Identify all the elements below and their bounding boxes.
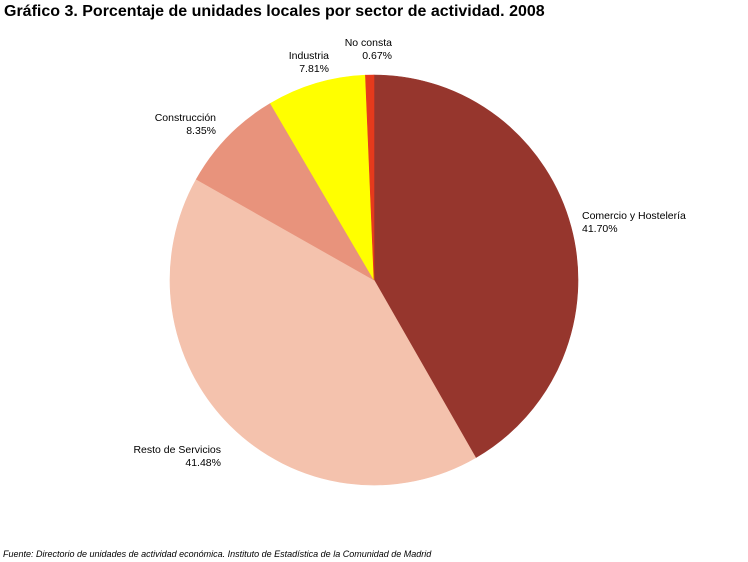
pie-slice-resto-de-servicios (169, 178, 477, 486)
chart-title: Gráfico 3. Porcentaje de unidades locale… (4, 3, 545, 20)
pie-slice-construccion (195, 102, 375, 281)
source-note: Fuente: Directorio de unidades de activi… (3, 549, 432, 559)
slice-value-label: 0.67% (362, 50, 392, 62)
slice-value-label: 41.48% (185, 457, 221, 469)
slice-label-comercio-y-hosteleria: Comercio y Hostelería 41.70% (582, 210, 686, 235)
pie-slice-industria (269, 74, 375, 281)
slice-label-industria: Industria 7.81% (289, 50, 329, 75)
slice-value-label: 7.81% (299, 63, 329, 75)
slice-value-label: 8.35% (186, 125, 216, 137)
pie-labels: Comercio y Hostelería 41.70% Resto de Serv… (133, 37, 686, 469)
slice-category-label: Comercio y Hostelería (582, 210, 686, 222)
slice-label-no-consta: No consta 0.67% (345, 37, 392, 62)
pie-slice-comercio-y-hosteleria (373, 74, 579, 459)
slice-category-label: Construcción (155, 112, 216, 124)
slice-label-resto-de-servicios: Resto de Servicios 41.48% (133, 444, 221, 469)
slice-label-construccion: Construcción 8.35% (155, 112, 216, 137)
pie-slice-no-consta (365, 74, 375, 281)
slice-category-label: Resto de Servicios (133, 444, 221, 456)
pie-slices (169, 74, 579, 486)
slice-category-label: Industria (289, 50, 329, 62)
slice-value-label: 41.70% (582, 223, 618, 235)
slice-category-label: No consta (345, 37, 392, 49)
